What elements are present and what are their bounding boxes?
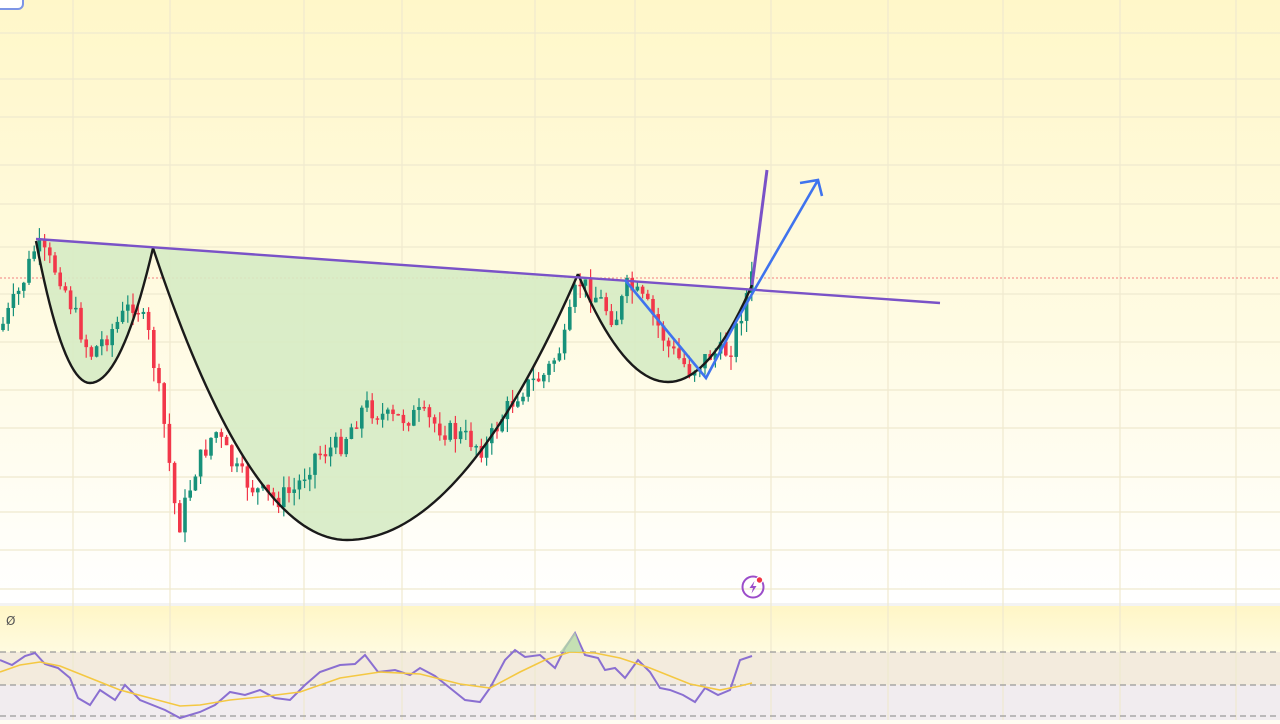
- lightning-bolt-icon: [741, 575, 765, 599]
- top-left-tab[interactable]: [0, 0, 24, 10]
- rsi-band-upper: [0, 652, 1280, 685]
- rsi-indicator: [0, 630, 753, 720]
- rsi-pane-top: [0, 606, 1280, 652]
- alert-button[interactable]: [740, 574, 766, 600]
- rsi-label: Ø: [6, 614, 16, 628]
- pattern-fill: [36, 239, 752, 540]
- candlesticks: [1, 228, 754, 543]
- notification-dot: [755, 576, 764, 584]
- drawings: [34, 169, 941, 542]
